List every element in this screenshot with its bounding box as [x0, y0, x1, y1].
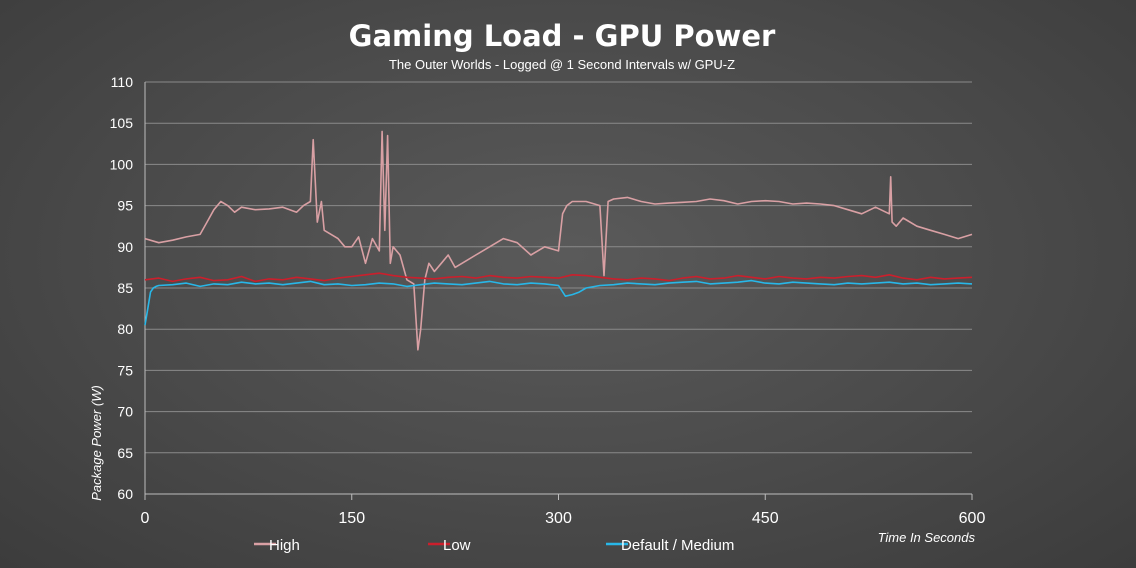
- y-tick-label: 75: [117, 362, 133, 378]
- y-tick-label: 80: [117, 321, 133, 337]
- series-line: [144, 272, 973, 283]
- y-tick-label: 65: [117, 445, 133, 461]
- x-tick-label: 0: [141, 510, 150, 527]
- x-tick-label: 600: [959, 510, 986, 527]
- y-tick-label: 60: [117, 486, 133, 502]
- y-tick-label: 90: [117, 239, 133, 255]
- y-tick-label: 100: [110, 156, 134, 172]
- y-axis-label: Package Power (W): [89, 385, 104, 501]
- y-tick-label: 110: [111, 74, 134, 90]
- chart-subtitle: The Outer Worlds - Logged @ 1 Second Int…: [389, 57, 735, 72]
- series-line: [144, 279, 973, 326]
- y-axis-ticks: 60 65 70 75 80 85 90 95 100 105 110: [110, 74, 134, 502]
- legend-label: Default / Medium: [621, 537, 734, 554]
- y-tick-label: 95: [117, 198, 133, 214]
- x-axis-label: Time In Seconds: [878, 530, 976, 545]
- y-tick-label: 70: [117, 404, 133, 420]
- legend: High Low Default / Medium: [254, 537, 734, 554]
- x-tick-label: 150: [338, 510, 365, 527]
- x-axis-ticks: 0 150 300 450 600: [141, 82, 986, 527]
- series-lines: [144, 130, 973, 351]
- chart-title: Gaming Load - GPU Power: [349, 19, 776, 53]
- series-line: [144, 130, 973, 351]
- legend-label: Low: [443, 537, 471, 554]
- legend-label: High: [269, 537, 300, 554]
- y-tick-label: 85: [117, 280, 133, 296]
- x-tick-label: 300: [545, 510, 572, 527]
- x-tick-label: 450: [752, 510, 779, 527]
- y-tick-label: 105: [110, 115, 134, 131]
- gridlines: [145, 81, 972, 495]
